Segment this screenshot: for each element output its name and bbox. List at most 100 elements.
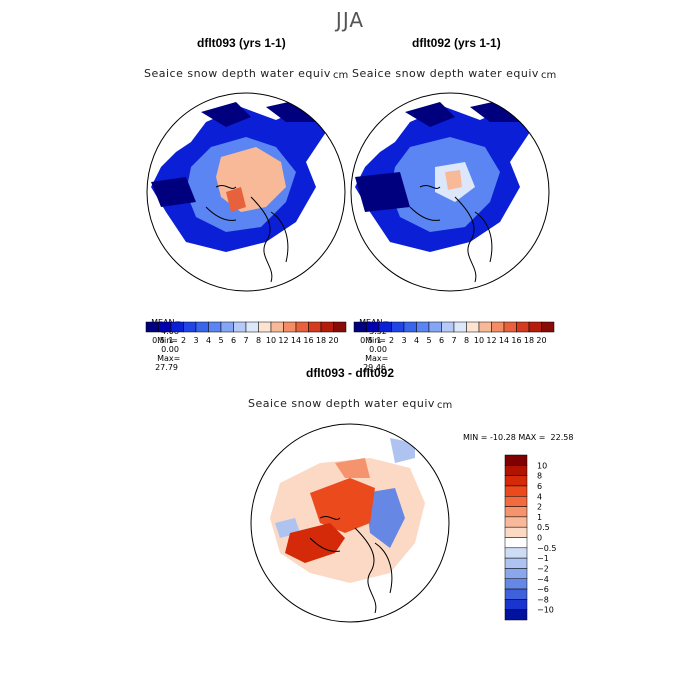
panel-2-colorbar-tick-label: 3 (401, 336, 406, 345)
difference-colorbar-swatch (504, 599, 528, 610)
panel-2-max-label: Max= (365, 354, 389, 363)
difference-colorbar-swatch (504, 485, 528, 497)
difference-red-region-3 (335, 458, 370, 478)
panel-1-units: cm (333, 70, 349, 81)
difference-colorbar-tick-label: 10 (537, 461, 547, 470)
difference-polar-map (250, 423, 450, 623)
difference-colorbar-swatch (504, 516, 528, 528)
difference-coastline (309, 516, 393, 614)
panel-2-colorbar-swatch (453, 321, 467, 333)
panel-1-coastline (205, 185, 289, 283)
panel-1-colorbar-tick-label: 2 (181, 336, 186, 345)
panel-1-variable-title: Seaice snow depth water equiv (144, 67, 331, 80)
panel-2-colorbar-tick-label: 1 (376, 336, 381, 345)
panel-2-colorbar-swatch (516, 321, 530, 333)
difference-colorbar-tick-label: −8 (537, 595, 549, 604)
difference-colorbar-tick-label: 1 (537, 513, 542, 522)
difference-colorbar-swatch (504, 475, 528, 487)
difference-colorbar-tick-label: −6 (537, 585, 549, 594)
panel-1-max-label: Max= (157, 354, 181, 363)
panel-2-colorbar-tick-label: 4 (414, 336, 419, 345)
difference-red-region-1 (310, 478, 375, 533)
panel-1-colorbar-swatch (308, 321, 322, 333)
panel-2-colorbar-swatch (428, 321, 442, 333)
difference-colorbar-swatch (504, 609, 528, 621)
difference-colorbar-tick-label: 0 (537, 534, 542, 543)
panel-1-map-boundary (146, 92, 346, 292)
difference-variable-title: Seaice snow depth water equiv (248, 397, 435, 410)
panel-1-colorbar-tick-label: 16 (303, 336, 313, 345)
panel-2-colorbar-swatch (528, 321, 542, 333)
panel-1-colorbar-swatch (245, 321, 259, 333)
panel-2-colorbar-tick-label: 16 (511, 336, 521, 345)
panel-2-coastline (409, 185, 493, 283)
panel-2-colorbar-tick-label: 7 (451, 336, 456, 345)
difference-colorbar-swatch (504, 454, 528, 466)
panel-2-colorbar-swatch (466, 321, 480, 333)
difference-colorbar-tick-label: −0.5 (537, 544, 556, 553)
difference-blue-region-1 (365, 488, 405, 548)
panel-1-colorbar-swatch (283, 321, 297, 333)
panel-1-colorbar-swatch (183, 321, 197, 333)
panel-2-colorbar-swatch (503, 321, 517, 333)
panel-2-colorbar-swatch (541, 321, 555, 333)
panel-2-colorbar-swatch (378, 321, 392, 333)
panel-2-snow-dark (355, 97, 525, 212)
panel-2-run-title: dflt092 (yrs 1-1) (412, 36, 501, 50)
panel-1-colorbar-tick-label: 1 (168, 336, 173, 345)
panel-1-colorbar-tick-label: 10 (266, 336, 276, 345)
panel-1-colorbar-tick-label: 14 (291, 336, 301, 345)
panel-2-max-value: 29.46 (363, 363, 386, 372)
panel-2-min-label: Min= (365, 336, 386, 345)
panel-1-colorbar-tick-label: 7 (243, 336, 248, 345)
difference-title: dflt093 - dflt092 (305, 366, 395, 380)
panel-1-colorbar-swatch (233, 321, 247, 333)
panel-2-min-value: 0.00 (369, 345, 387, 354)
panel-1-colorbar-swatch (258, 321, 272, 333)
panel-1-colorbar-tick-label: 8 (256, 336, 261, 345)
panel-1-colorbar-swatch (145, 321, 159, 333)
panel-2-colorbar-tick-label: 14 (499, 336, 509, 345)
panel-1-colorbar-tick-label: 5 (218, 336, 223, 345)
panel-2-colorbar-swatch (403, 321, 417, 333)
panel-1-colorbar-tick-label: 18 (316, 336, 326, 345)
panel-2-colorbar-tick-label: 8 (464, 336, 469, 345)
panel-2-units: cm (541, 70, 557, 81)
panel-2-colorbar-swatch (491, 321, 505, 333)
panel-1-colorbar-swatch (270, 321, 284, 333)
panel-1-colorbar-swatch (208, 321, 222, 333)
panel-2-variable-title: Seaice snow depth water equiv (352, 67, 539, 80)
difference-minmax: MIN = -10.28 MAX = 22.58 (463, 433, 574, 442)
season-title: JJA (335, 8, 365, 32)
difference-colorbar-tick-label: 2 (537, 503, 542, 512)
panel-2-colorbar-tick-label: 6 (439, 336, 444, 345)
difference-colorbar-tick-label: −10 (537, 606, 554, 615)
panel-1-colorbar-swatch (170, 321, 184, 333)
panel-2-colorbar-swatch (478, 321, 492, 333)
panel-1-colorbar-tick-label: 6 (231, 336, 236, 345)
panel-2-colorbar-swatch (391, 321, 405, 333)
panel-1-colorbar: 0.5 1 2 3 4 5 6 7 8 10 12 14 16 18 20 (145, 321, 347, 345)
difference-colorbar-swatch (504, 506, 528, 518)
panel-2-colorbar-tick-label: 18 (524, 336, 534, 345)
panel-1-colorbar-tick-label: 0.5 (152, 336, 165, 345)
difference-colorbar-swatch (504, 465, 528, 476)
difference-colorbar-tick-label: −1 (537, 554, 549, 563)
panel-1-snow-high (226, 187, 246, 212)
panel-2-polar-map (350, 92, 550, 292)
panel-2-colorbar-tick-label: 5 (426, 336, 431, 345)
panel-1-min-value: 0.00 (161, 345, 179, 354)
panel-2-colorbar: 0.5 1 2 3 4 5 6 7 8 10 12 14 16 18 20 (353, 321, 555, 345)
panel-2-colorbar-swatch (353, 321, 367, 333)
difference-colorbar-swatch (504, 568, 528, 579)
difference-units: cm (437, 400, 453, 411)
panel-1-colorbar-swatch (295, 321, 309, 333)
panel-2-colorbar-tick-label: 10 (474, 336, 484, 345)
difference-colorbar-tick-label: −2 (537, 564, 549, 573)
difference-colorbar-tick-label: 6 (537, 482, 542, 491)
difference-colorbar-tick-label: 8 (537, 472, 542, 481)
difference-colorbar-tick-label: −4 (537, 575, 549, 584)
panel-2-colorbar-swatch (441, 321, 455, 333)
panel-2-colorbar-tick-label: 12 (486, 336, 496, 345)
panel-2-map-boundary (350, 92, 550, 292)
